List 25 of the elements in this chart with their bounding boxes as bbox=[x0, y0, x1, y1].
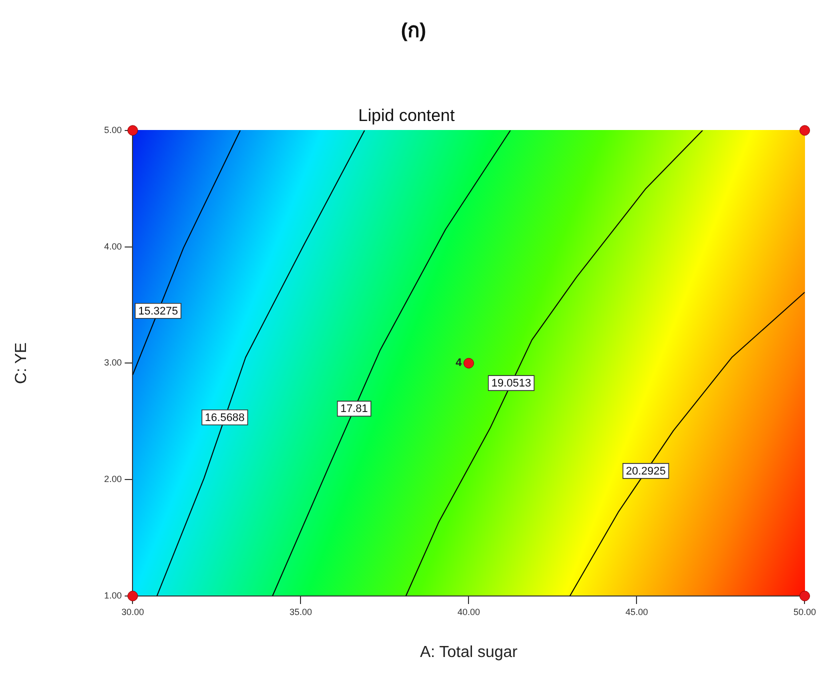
text: (ก) bbox=[400, 19, 428, 44]
series-label: 16.5688 bbox=[204, 412, 245, 424]
y-tick-label: 4.00 bbox=[104, 241, 122, 252]
point bbox=[799, 125, 810, 136]
x-tick-label: 35.00 bbox=[289, 606, 312, 617]
annotation: 4 bbox=[456, 357, 463, 370]
series-label: 15.3275 bbox=[138, 305, 178, 318]
point bbox=[127, 590, 138, 602]
x-axis-title: A: Total sugar bbox=[420, 644, 518, 661]
chart-title: Lipid content bbox=[358, 106, 455, 125]
series-label: 17.81 bbox=[340, 403, 368, 416]
y-tick-label: 1.00 bbox=[104, 590, 122, 600]
y-tick-label: 3.00 bbox=[104, 358, 122, 368]
y-tick-label: 5.00 bbox=[104, 124, 122, 135]
series-label: 20.2925 bbox=[626, 465, 666, 478]
x-tick-label: 40.00 bbox=[457, 606, 480, 617]
point bbox=[799, 590, 810, 602]
series-label: 19.0513 bbox=[491, 378, 532, 390]
x-tick-label: 30.00 bbox=[121, 606, 144, 617]
point bbox=[463, 358, 474, 368]
point bbox=[127, 125, 138, 136]
y-tick-label: 2.00 bbox=[104, 474, 122, 484]
y-axis-title: C: YE bbox=[13, 342, 30, 384]
x-tick-label: 50.00 bbox=[793, 606, 816, 617]
x-tick-label: 45.00 bbox=[625, 606, 648, 617]
